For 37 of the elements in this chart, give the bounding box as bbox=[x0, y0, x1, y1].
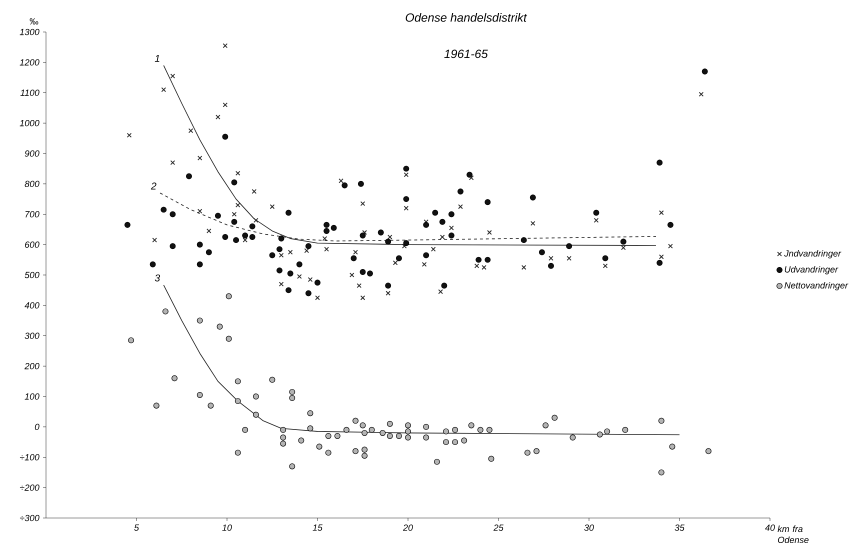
y-tick-label: 100 bbox=[24, 393, 40, 400]
y-tick-label: 900 bbox=[24, 150, 40, 157]
y-tick-label: 300 bbox=[24, 332, 40, 339]
y-tick-label: 700 bbox=[25, 211, 40, 218]
x-tick-label: 10 bbox=[222, 524, 232, 531]
annotation: 2 bbox=[150, 182, 156, 190]
chart-title: Odense handelsdistrikt bbox=[406, 13, 528, 22]
line-series bbox=[163, 284, 680, 436]
annotation: 1 bbox=[154, 55, 160, 62]
legend-label: Nettovandringer bbox=[784, 282, 848, 290]
y-tick-label: 1000 bbox=[20, 120, 40, 126]
line-series bbox=[163, 65, 656, 246]
x-axis-title: km fra Odense bbox=[778, 526, 809, 544]
y-axis-title: ‰ bbox=[30, 18, 38, 24]
annotation: 3 bbox=[154, 274, 160, 282]
y-tick-label: ÷200 bbox=[20, 484, 40, 491]
y-tick-label: 200 bbox=[24, 362, 40, 370]
x-tick-label: 20 bbox=[402, 524, 413, 531]
legend-label: Udvandringer bbox=[784, 266, 838, 274]
x-tick-label: 5 bbox=[134, 524, 140, 531]
x-tick-label: 35 bbox=[674, 524, 685, 531]
y-tick-label: 800 bbox=[24, 180, 40, 188]
text: 1961-65 bbox=[444, 50, 488, 58]
y-tick-label: 400 bbox=[24, 302, 40, 309]
x-tick-label: 40 bbox=[765, 524, 775, 531]
y-tick-label: 1200 bbox=[20, 59, 40, 66]
y-tick-label: 0 bbox=[34, 424, 40, 430]
y-tick-label: 500 bbox=[24, 272, 40, 278]
x-tick-label: 30 bbox=[584, 524, 594, 531]
y-tick-label: 1300 bbox=[20, 28, 40, 36]
y-tick-label: ÷300 bbox=[20, 514, 40, 522]
y-tick-label: 600 bbox=[25, 241, 40, 248]
x-tick-label: 25 bbox=[493, 524, 504, 531]
legend-label: Jndvandringer bbox=[784, 250, 842, 258]
x-tick-label: 15 bbox=[312, 524, 323, 531]
y-tick-label: 1100 bbox=[20, 90, 40, 96]
y-tick-label: ÷100 bbox=[20, 454, 40, 460]
